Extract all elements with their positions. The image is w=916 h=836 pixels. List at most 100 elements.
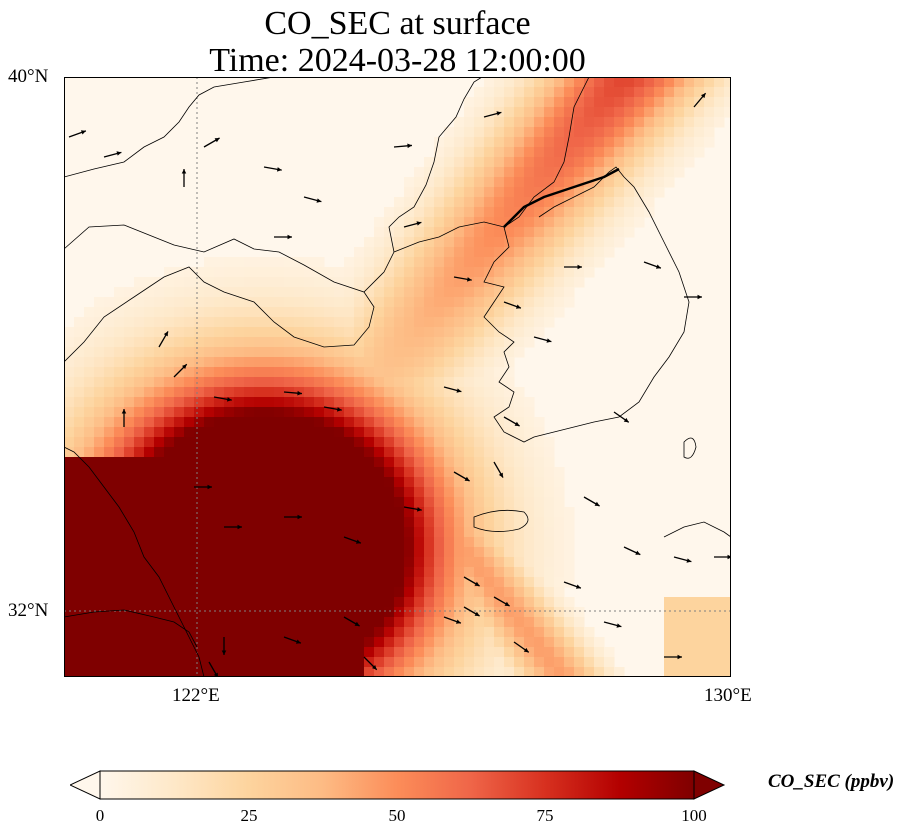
field-cell (664, 127, 675, 138)
field-cell (454, 307, 465, 318)
field-cell (524, 617, 535, 628)
field-cell (264, 607, 275, 618)
field-cell (144, 367, 155, 378)
field-cell (374, 507, 385, 518)
field-cell (394, 277, 405, 288)
field-cell (654, 97, 665, 108)
field-cell (474, 467, 485, 478)
field-cell (174, 517, 185, 528)
field-cell (244, 357, 255, 368)
field-cell (514, 167, 525, 178)
field-cell (374, 467, 385, 478)
field-cell (94, 437, 105, 448)
field-cell (94, 547, 105, 558)
field-cell (284, 407, 295, 418)
field-cell (504, 547, 515, 558)
field-cell (274, 667, 285, 677)
field-cell (384, 587, 395, 598)
field-cell (114, 517, 125, 528)
field-cell (564, 617, 575, 628)
field-cell (134, 657, 145, 668)
field-cell (564, 117, 575, 128)
field-cell (84, 477, 95, 488)
field-cell (324, 367, 335, 378)
field-cell (334, 457, 345, 468)
field-cell (434, 457, 445, 468)
field-cell (114, 497, 125, 508)
field-cell (404, 607, 415, 618)
field-cell (274, 617, 285, 628)
field-cell (174, 357, 185, 368)
field-cell (284, 657, 295, 668)
field-cell (514, 327, 525, 338)
field-cell (74, 597, 85, 608)
field-cell (284, 567, 295, 578)
field-cell (474, 327, 485, 338)
field-cell (164, 587, 175, 598)
field-cell (454, 217, 465, 228)
field-cell (474, 567, 485, 578)
field-cell (374, 577, 385, 588)
field-cell (204, 557, 215, 568)
field-cell (394, 537, 405, 548)
field-cell (294, 337, 305, 348)
field-cell (574, 167, 585, 178)
field-cell (434, 177, 445, 188)
field-cell (134, 547, 145, 558)
field-cell (474, 267, 485, 278)
field-cell (474, 97, 485, 108)
field-cell (144, 387, 155, 398)
field-cell (484, 77, 495, 88)
field-cell (174, 427, 185, 438)
colorbar-title: CO_SEC (ppbv) (768, 771, 895, 792)
field-cell (474, 277, 485, 288)
field-cell (224, 537, 235, 548)
field-cell (414, 377, 425, 388)
field-cell (364, 547, 375, 558)
field-cell (524, 637, 535, 648)
field-cell (544, 137, 555, 148)
field-cell (154, 307, 165, 318)
field-cell (364, 427, 375, 438)
field-cell (424, 567, 435, 578)
field-cell (294, 377, 305, 388)
field-cell (414, 507, 425, 518)
field-cell (194, 467, 205, 478)
field-cell (584, 647, 595, 658)
field-cell (124, 657, 135, 668)
field-cell (204, 437, 215, 448)
field-cell (344, 407, 355, 418)
field-cell (124, 667, 135, 677)
field-cell (294, 667, 305, 677)
field-cell (204, 497, 215, 508)
field-cell (264, 447, 275, 458)
field-cell (174, 457, 185, 468)
field-cell (614, 237, 625, 248)
field-cell (144, 337, 155, 348)
field-cell (444, 337, 455, 348)
field-cell (304, 557, 315, 568)
field-cell (164, 367, 175, 378)
field-cell (444, 497, 455, 508)
wind-arrow-head (697, 294, 702, 300)
field-cell (154, 667, 165, 677)
field-cell (434, 217, 445, 228)
field-cell (214, 597, 225, 608)
field-cell (484, 547, 495, 558)
field-cell (464, 317, 475, 328)
field-cell (454, 437, 465, 448)
field-cell (504, 417, 515, 428)
field-cell (164, 427, 175, 438)
field-cell (264, 477, 275, 488)
field-cell (114, 577, 125, 588)
colorbar-svg (68, 770, 726, 800)
field-cell (504, 607, 515, 618)
field-cell (194, 557, 205, 568)
field-cell (334, 487, 345, 498)
field-cell (524, 167, 535, 178)
field-cell (414, 577, 425, 588)
field-cell (524, 77, 535, 88)
field-cell (564, 237, 575, 248)
field-cell (154, 537, 165, 548)
field-cell (94, 607, 105, 618)
